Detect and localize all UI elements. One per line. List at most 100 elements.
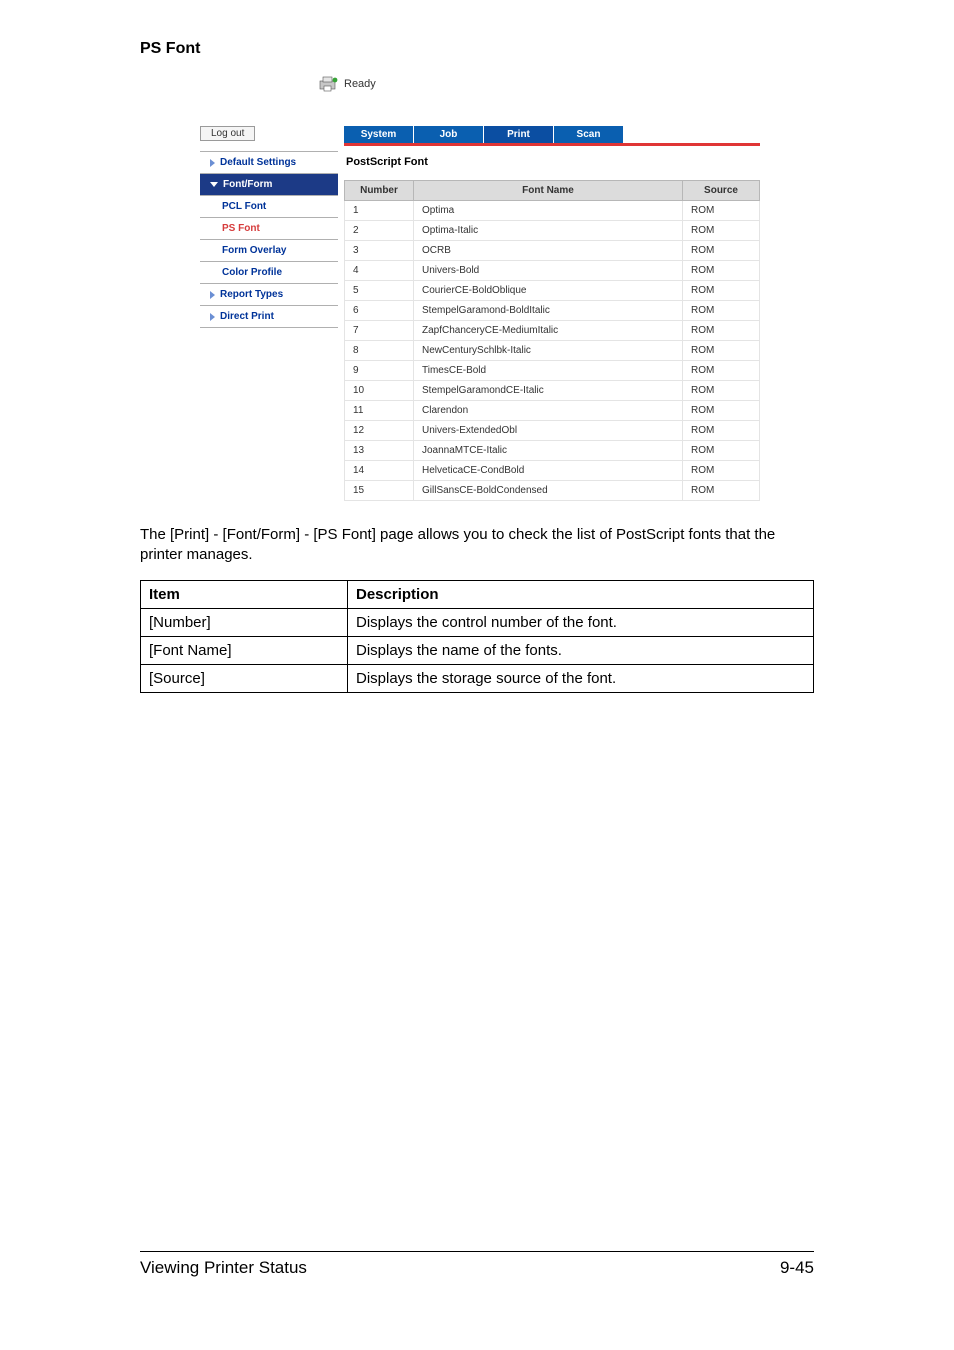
sidebar-item-report-types[interactable]: Report Types: [200, 283, 338, 305]
screenshot-region: Ready Log out Default Settings Font/Form…: [200, 76, 760, 501]
sidebar-item-label: Default Settings: [220, 157, 296, 168]
sidebar-item-label: PCL Font: [222, 201, 266, 212]
body-text: The [Print] - [Font/Form] - [PS Font] pa…: [140, 525, 814, 566]
cell-font-name: Optima-Italic: [414, 221, 683, 241]
cell-description: Displays the storage source of the font.: [348, 664, 814, 692]
cell-number: 3: [345, 241, 414, 261]
cell-source: ROM: [683, 421, 760, 441]
cell-font-name: JoannaMTCE-Italic: [414, 441, 683, 461]
tab-bar: System Job Print Scan: [344, 126, 760, 143]
description-table: Item Description [Number]Displays the co…: [140, 580, 814, 693]
sidebar-item-font-form[interactable]: Font/Form: [200, 173, 338, 195]
cell-font-name: OCRB: [414, 241, 683, 261]
chevron-down-icon: [210, 182, 218, 187]
col-number: Number: [345, 181, 414, 201]
cell-font-name: HelveticaCE-CondBold: [414, 461, 683, 481]
cell-number: 15: [345, 481, 414, 501]
cell-source: ROM: [683, 361, 760, 381]
sidebar-sub-form-overlay[interactable]: Form Overlay: [200, 239, 338, 261]
footer-left: Viewing Printer Status: [140, 1258, 307, 1278]
sidebar-item-direct-print[interactable]: Direct Print: [200, 305, 338, 328]
cell-number: 14: [345, 461, 414, 481]
cell-font-name: StempelGaramond-BoldItalic: [414, 301, 683, 321]
cell-number: 6: [345, 301, 414, 321]
sidebar-item-label: Form Overlay: [222, 245, 286, 256]
cell-number: 7: [345, 321, 414, 341]
table-row: 15GillSansCE-BoldCondensedROM: [345, 481, 760, 501]
cell-number: 9: [345, 361, 414, 381]
printer-icon: [318, 76, 340, 92]
cell-font-name: Optima: [414, 201, 683, 221]
sidebar: Log out Default Settings Font/Form PCL F…: [200, 126, 338, 328]
logout-button[interactable]: Log out: [200, 126, 255, 141]
chevron-right-icon: [210, 313, 215, 321]
table-row: 11ClarendonROM: [345, 401, 760, 421]
col-font-name: Font Name: [414, 181, 683, 201]
sidebar-item-default-settings[interactable]: Default Settings: [200, 151, 338, 173]
cell-description: Displays the control number of the font.: [348, 608, 814, 636]
cell-source: ROM: [683, 321, 760, 341]
table-row: [Number]Displays the control number of t…: [141, 608, 814, 636]
cell-source: ROM: [683, 461, 760, 481]
cell-font-name: TimesCE-Bold: [414, 361, 683, 381]
table-row: 4Univers-BoldROM: [345, 261, 760, 281]
page-footer: Viewing Printer Status 9-45: [140, 1251, 814, 1278]
cell-font-name: Clarendon: [414, 401, 683, 421]
sidebar-sub-color-profile[interactable]: Color Profile: [200, 261, 338, 283]
cell-item: [Number]: [141, 608, 348, 636]
cell-number: 1: [345, 201, 414, 221]
cell-font-name: NewCenturySchlbk-Italic: [414, 341, 683, 361]
table-row: 6StempelGaramond-BoldItalicROM: [345, 301, 760, 321]
table-row: 3OCRBROM: [345, 241, 760, 261]
cell-description: Displays the name of the fonts.: [348, 636, 814, 664]
cell-font-name: ZapfChanceryCE-MediumItalic: [414, 321, 683, 341]
cell-font-name: Univers-Bold: [414, 261, 683, 281]
cell-source: ROM: [683, 381, 760, 401]
tab-scan[interactable]: Scan: [554, 126, 624, 143]
tab-job[interactable]: Job: [414, 126, 484, 143]
section-title: PS Font: [140, 40, 814, 58]
font-table: Number Font Name Source 1OptimaROM2Optim…: [344, 180, 760, 501]
cell-source: ROM: [683, 281, 760, 301]
tab-print[interactable]: Print: [484, 126, 554, 143]
cell-number: 4: [345, 261, 414, 281]
sidebar-item-label: Direct Print: [220, 311, 274, 322]
cell-number: 12: [345, 421, 414, 441]
main-panel: System Job Print Scan PostScript Font Nu…: [344, 126, 760, 501]
table-row: 14HelveticaCE-CondBoldROM: [345, 461, 760, 481]
tab-underline: [344, 143, 760, 146]
cell-font-name: StempelGaramondCE-Italic: [414, 381, 683, 401]
table-row: 12Univers-ExtendedOblROM: [345, 421, 760, 441]
desc-col-item: Item: [141, 580, 348, 608]
cell-font-name: CourierCE-BoldOblique: [414, 281, 683, 301]
table-row: 9TimesCE-BoldROM: [345, 361, 760, 381]
tab-system[interactable]: System: [344, 126, 414, 143]
cell-number: 11: [345, 401, 414, 421]
cell-source: ROM: [683, 301, 760, 321]
cell-source: ROM: [683, 441, 760, 461]
table-row: [Source]Displays the storage source of t…: [141, 664, 814, 692]
panel-title: PostScript Font: [346, 156, 760, 168]
cell-source: ROM: [683, 341, 760, 361]
sidebar-sub-ps-font[interactable]: PS Font: [200, 217, 338, 239]
cell-source: ROM: [683, 221, 760, 241]
table-row: 7ZapfChanceryCE-MediumItalicROM: [345, 321, 760, 341]
sidebar-item-label: Color Profile: [222, 267, 282, 278]
sidebar-item-label: Font/Form: [223, 179, 272, 190]
footer-right: 9-45: [780, 1258, 814, 1278]
sidebar-sub-pcl-font[interactable]: PCL Font: [200, 195, 338, 217]
cell-item: [Source]: [141, 664, 348, 692]
table-row: 2Optima-ItalicROM: [345, 221, 760, 241]
cell-number: 8: [345, 341, 414, 361]
cell-source: ROM: [683, 241, 760, 261]
cell-item: [Font Name]: [141, 636, 348, 664]
col-source: Source: [683, 181, 760, 201]
table-row: 13JoannaMTCE-ItalicROM: [345, 441, 760, 461]
cell-number: 10: [345, 381, 414, 401]
cell-source: ROM: [683, 261, 760, 281]
table-row: 8NewCenturySchlbk-ItalicROM: [345, 341, 760, 361]
cell-source: ROM: [683, 201, 760, 221]
cell-number: 2: [345, 221, 414, 241]
status-text: Ready: [344, 78, 376, 90]
chevron-right-icon: [210, 291, 215, 299]
